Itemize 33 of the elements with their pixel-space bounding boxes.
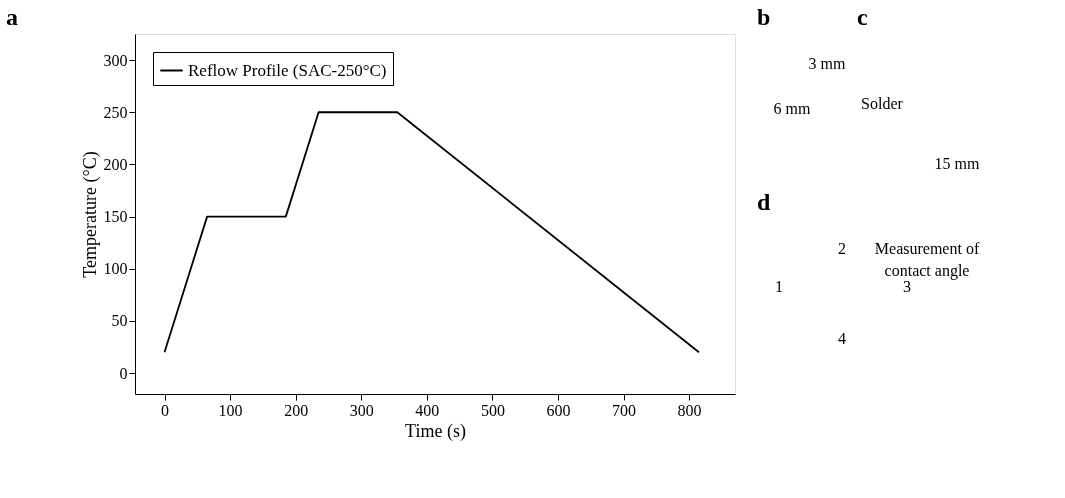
y-tick-label: 300 [103,51,128,69]
y-tick-label: 150 [103,208,128,226]
text: b [757,4,771,30]
text: d [757,189,771,215]
text: 3 mm [808,55,846,72]
text: c [857,4,868,30]
x-tick-label: 100 [218,401,243,419]
x-tick-label: 300 [349,401,374,419]
x-tick-label: 700 [612,401,637,419]
text: 1 [775,278,783,295]
x-tick-label: 400 [415,401,440,419]
x-tick-label: 500 [480,401,505,419]
text: 3 [903,278,911,295]
text: contact angle [884,262,970,280]
x-axis-title: Time (s) [405,420,466,442]
text: 4 [838,330,846,347]
x-tick-label: 600 [546,401,571,419]
text: 2 [838,240,846,257]
x-tick-label: 0 [161,401,170,419]
y-tick-label: 200 [103,155,128,173]
text: Measurement of [874,240,980,257]
text: Solder [861,95,904,112]
x-tick-label: 200 [284,401,309,419]
y-tick-label: 50 [111,312,128,330]
x-tick-label: 800 [677,401,702,419]
y-tick-label: 250 [103,103,128,121]
legend-label: Reflow Profile (SAC-250°C) [188,60,387,80]
y-axis-title: Temperature (°C) [79,151,101,278]
text: 6 mm [773,100,811,117]
y-tick-label: 0 [119,364,128,382]
y-tick-label: 100 [103,260,128,278]
chart-title: a [6,4,18,30]
text: 15 mm [934,155,980,172]
